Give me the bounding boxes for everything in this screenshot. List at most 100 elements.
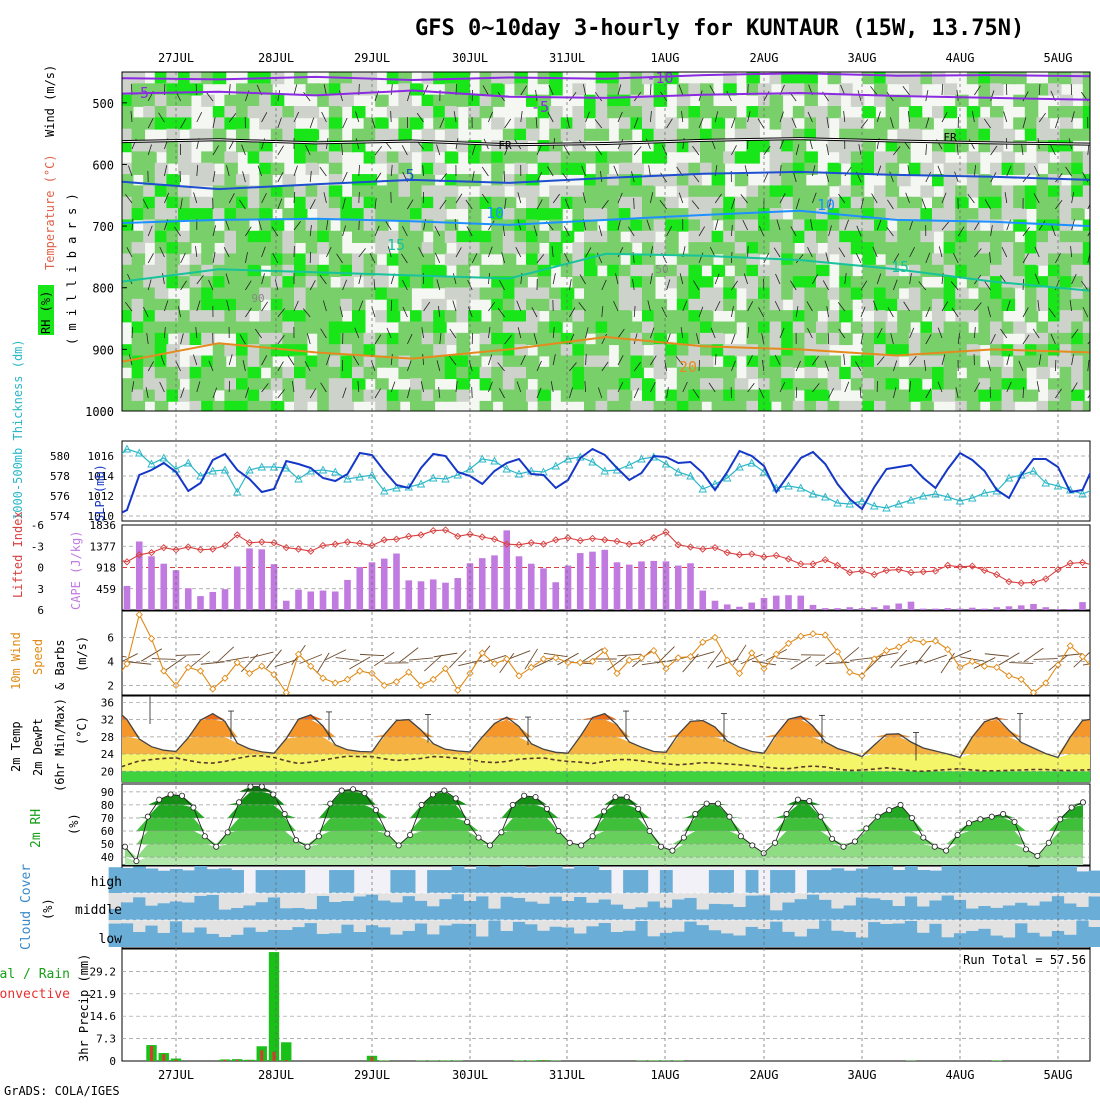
rh-cell bbox=[712, 367, 726, 379]
rh-cell bbox=[770, 95, 784, 107]
rh-cell bbox=[306, 242, 320, 254]
rh-cell bbox=[236, 356, 250, 368]
rh-cell bbox=[306, 287, 320, 299]
cloud-cell bbox=[488, 920, 501, 947]
cloud-cell bbox=[231, 870, 244, 893]
contour-label: 90 bbox=[251, 292, 264, 305]
rh-cell bbox=[398, 95, 412, 107]
cloud-cell bbox=[415, 923, 428, 947]
rh-cell bbox=[688, 174, 702, 186]
rh-cell bbox=[700, 333, 714, 345]
rh-cell bbox=[746, 208, 760, 220]
rh-cell bbox=[978, 322, 992, 334]
rh-cell bbox=[422, 151, 436, 163]
rh-cell bbox=[294, 253, 308, 265]
li-tick: 3 bbox=[37, 583, 44, 596]
rh-cell bbox=[967, 129, 981, 141]
cloud-cell bbox=[1003, 866, 1016, 893]
rh-cell bbox=[804, 151, 818, 163]
rh-cell bbox=[816, 106, 830, 118]
cloud-cell bbox=[991, 908, 1004, 920]
wind-tick: 6 bbox=[107, 631, 114, 644]
rh-point bbox=[579, 843, 584, 848]
rh-cell bbox=[793, 106, 807, 118]
rh-cell bbox=[1013, 117, 1026, 129]
rh-cell bbox=[526, 231, 540, 243]
rh-cell bbox=[700, 106, 714, 118]
rh-point bbox=[784, 811, 789, 816]
rh-cell bbox=[433, 367, 447, 379]
rh-cell bbox=[607, 106, 621, 118]
rh-cell bbox=[712, 390, 726, 402]
rh-cell bbox=[306, 253, 320, 265]
cloud-cell bbox=[819, 870, 832, 893]
rh-cell bbox=[178, 276, 192, 288]
rh-cell bbox=[677, 129, 691, 141]
cloud-clear-cell bbox=[403, 893, 416, 896]
cloud-cell bbox=[133, 932, 146, 947]
rh-cell bbox=[1048, 129, 1062, 141]
rh-point bbox=[1069, 805, 1074, 810]
rh-cell bbox=[746, 356, 760, 368]
rh-cell bbox=[596, 208, 610, 220]
rh-cell bbox=[375, 95, 389, 107]
rh-cell bbox=[630, 276, 644, 288]
rh-cell bbox=[1048, 174, 1062, 186]
rh-cell bbox=[375, 185, 389, 197]
rh-cell bbox=[1013, 367, 1026, 379]
rh-cell bbox=[1025, 117, 1039, 129]
rh-cell bbox=[897, 72, 911, 84]
cloud-cell bbox=[194, 927, 207, 947]
rh-cell bbox=[456, 265, 470, 277]
rh-point bbox=[1080, 800, 1085, 805]
rh-cell bbox=[503, 231, 517, 243]
rh-cell bbox=[897, 322, 911, 334]
contour-label: -5 bbox=[131, 84, 149, 102]
wind-axis-label-unit: (m/s) bbox=[75, 636, 89, 672]
rh-cell bbox=[1013, 72, 1026, 84]
rh-cell bbox=[967, 367, 981, 379]
rh-cell bbox=[758, 322, 772, 334]
rh-cell bbox=[132, 333, 146, 345]
rh-cell bbox=[1071, 310, 1085, 322]
rh-cell bbox=[514, 231, 528, 243]
rh-cell bbox=[503, 208, 517, 220]
cloud-cell bbox=[476, 896, 489, 920]
rh-cell bbox=[259, 95, 273, 107]
cloud-cell bbox=[880, 900, 893, 920]
rh-cell bbox=[677, 310, 691, 322]
rh-cell bbox=[630, 344, 644, 356]
rh-point bbox=[419, 802, 424, 807]
precip-tick: 29.2 bbox=[90, 965, 117, 978]
cape-bar bbox=[614, 562, 621, 610]
rh-cell bbox=[294, 151, 308, 163]
rh-cell bbox=[1036, 208, 1050, 220]
cloud-cell bbox=[770, 870, 783, 893]
rh-cell bbox=[155, 208, 169, 220]
rh-cell bbox=[364, 344, 378, 356]
rh-cell bbox=[538, 287, 552, 299]
cloud-cell bbox=[831, 868, 844, 893]
cloud-clear-cell bbox=[256, 893, 269, 902]
rh-cell bbox=[700, 378, 714, 390]
cape-bar bbox=[381, 559, 388, 610]
rh-cell bbox=[1071, 322, 1085, 334]
cloud-clear-cell bbox=[378, 893, 391, 901]
rh-cell bbox=[770, 242, 784, 254]
rh-cell bbox=[897, 390, 911, 402]
rh-cell bbox=[271, 253, 285, 265]
rh-cell bbox=[955, 163, 969, 175]
cloud-cell bbox=[439, 925, 452, 947]
cloud-clear-cell bbox=[317, 893, 330, 896]
cloud-clear-cell bbox=[1003, 893, 1016, 905]
rh-axis-label: 2m RH bbox=[29, 809, 44, 848]
rh-point bbox=[1001, 811, 1006, 816]
cloud-cell bbox=[562, 901, 575, 920]
cloud-cell bbox=[929, 924, 942, 947]
rh-cell bbox=[561, 367, 575, 379]
rh-point bbox=[1046, 840, 1051, 845]
rh-cell bbox=[561, 344, 575, 356]
rh-cell bbox=[909, 197, 923, 209]
cloud-clear-cell bbox=[182, 893, 195, 902]
